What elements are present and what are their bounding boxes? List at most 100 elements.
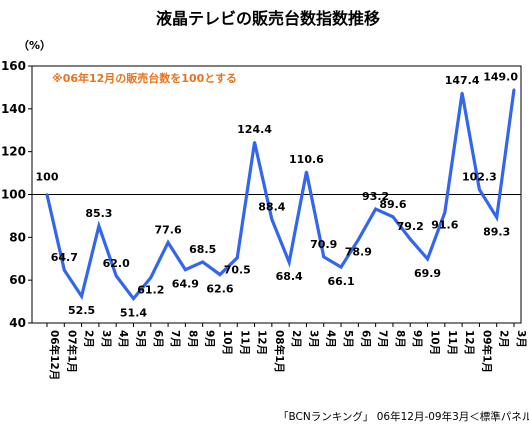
x-tick-label: 7月	[377, 330, 389, 348]
x-tick-label: 6月	[359, 330, 371, 348]
x-tick-label: 3月	[307, 330, 319, 348]
x-tick-label: 11月	[238, 330, 250, 355]
data-label: 102.3	[462, 171, 497, 184]
data-point	[201, 260, 204, 264]
data-label: 89.3	[483, 225, 510, 238]
x-tick-label: 07年1月	[65, 330, 78, 373]
x-tick-label: 5月	[342, 330, 354, 348]
data-label: 110.6	[289, 153, 324, 166]
y-tick-label: 40	[9, 316, 26, 330]
data-label: 62.0	[103, 257, 130, 270]
data-labels: 100 64.7 52.5 85.3 62.0 51.4 61.2 77.6 64.9 68.5 6…	[36, 71, 519, 320]
y-tick-label: 100	[1, 188, 26, 202]
data-label: 70.5	[224, 264, 251, 277]
y-tick-label: 60	[9, 273, 26, 287]
data-point	[149, 276, 152, 279]
data-point	[114, 274, 118, 278]
data-point	[322, 255, 325, 259]
y-tick-label: 120	[1, 145, 26, 159]
data-label: 69.9	[414, 267, 441, 280]
x-tick-label: 2月	[83, 330, 95, 348]
data-point	[287, 260, 291, 264]
x-tick-label: 10月	[429, 330, 441, 355]
x-tick-label: 8月	[394, 330, 406, 348]
data-point	[391, 215, 395, 218]
data-label: 66.1	[327, 275, 354, 288]
data-point	[409, 237, 412, 241]
x-tick-label: 3月	[100, 330, 112, 348]
data-label: 89.6	[379, 198, 406, 211]
data-point	[357, 238, 360, 241]
x-tick-label: 5月	[134, 330, 146, 348]
x-tick-label: 09年1月	[480, 330, 493, 373]
x-tick-label: 08年1月	[273, 330, 286, 373]
data-label: 100	[36, 171, 59, 184]
data-point	[253, 141, 256, 144]
source-note: 「BCNランキング」 06年12月-09年3月＜標準パネル＞	[278, 410, 529, 423]
data-point	[236, 256, 239, 259]
x-tick-label: 2月	[290, 330, 302, 348]
data-point	[218, 273, 222, 276]
data-label: 70.9	[310, 238, 337, 251]
x-tick-label: 3月	[515, 330, 527, 348]
data-label: 64.7	[51, 251, 78, 264]
series-polyline	[45, 89, 516, 302]
data-point	[80, 295, 83, 298]
x-tick-label: 12月	[256, 330, 268, 355]
data-label: 68.5	[189, 243, 216, 256]
data-point	[478, 188, 481, 191]
data-point	[63, 268, 66, 272]
x-tick-label: 6月	[152, 330, 164, 348]
data-label: 88.4	[258, 200, 285, 213]
y-axis-ticks: 40 60 80 100 120 140 160	[1, 59, 32, 330]
data-point	[132, 297, 135, 300]
x-tick-label: 4月	[117, 330, 129, 348]
data-label: 79.2	[397, 220, 424, 233]
x-tick-label: 7月	[169, 330, 181, 348]
data-point	[339, 265, 343, 269]
y-unit-label: （%）	[18, 39, 51, 52]
data-point	[97, 224, 101, 228]
data-label: 68.4	[276, 270, 303, 283]
data-point	[460, 91, 464, 95]
data-label: 52.5	[68, 304, 95, 317]
data-point	[443, 211, 447, 214]
data-label: 85.3	[85, 207, 112, 220]
x-axis-ticks: 06年12月 07年1月 2月 3月 4月 5月 6月 7月 8月 9月 10月 11月 12月 08年1…	[46, 323, 527, 380]
x-tick-label: 11月	[446, 330, 458, 355]
data-label: 93.2	[362, 190, 389, 203]
data-label: 62.6	[206, 283, 233, 296]
data-label: 124.4	[237, 123, 272, 136]
x-tick-label: 06年12月	[48, 330, 61, 380]
x-tick-label: 4月	[325, 330, 337, 348]
data-label: 61.2	[137, 284, 164, 297]
x-tick-label: 9月	[411, 330, 423, 348]
data-label: 91.6	[431, 218, 458, 231]
data-point	[305, 170, 308, 173]
data-point	[270, 218, 274, 221]
x-tick-label: 9月	[204, 330, 216, 348]
y-tick-label: 160	[1, 59, 26, 73]
data-point	[495, 216, 498, 219]
data-label: 77.6	[155, 223, 182, 236]
data-label: 147.4	[445, 74, 480, 87]
data-label: 78.9	[345, 246, 372, 259]
data-label: 149.0	[483, 71, 518, 84]
series-line	[45, 88, 516, 302]
chart-title: 液晶テレビの販売台数指数推移	[156, 9, 380, 28]
x-tick-label: 10月	[221, 330, 233, 355]
data-point	[45, 193, 49, 196]
y-tick-label: 80	[9, 230, 26, 244]
y-tick-label: 140	[1, 102, 26, 116]
x-tick-label: 8月	[186, 330, 198, 348]
x-tick-label: 2月	[498, 330, 510, 348]
data-point	[374, 207, 377, 211]
data-label: 51.4	[120, 307, 147, 320]
data-point	[166, 241, 170, 244]
data-label: 64.9	[172, 278, 199, 291]
data-point	[512, 88, 516, 91]
x-tick-label: 12月	[463, 330, 475, 355]
chart-note: ※06年12月の販売台数を100とする	[52, 71, 237, 85]
data-point	[184, 268, 187, 271]
